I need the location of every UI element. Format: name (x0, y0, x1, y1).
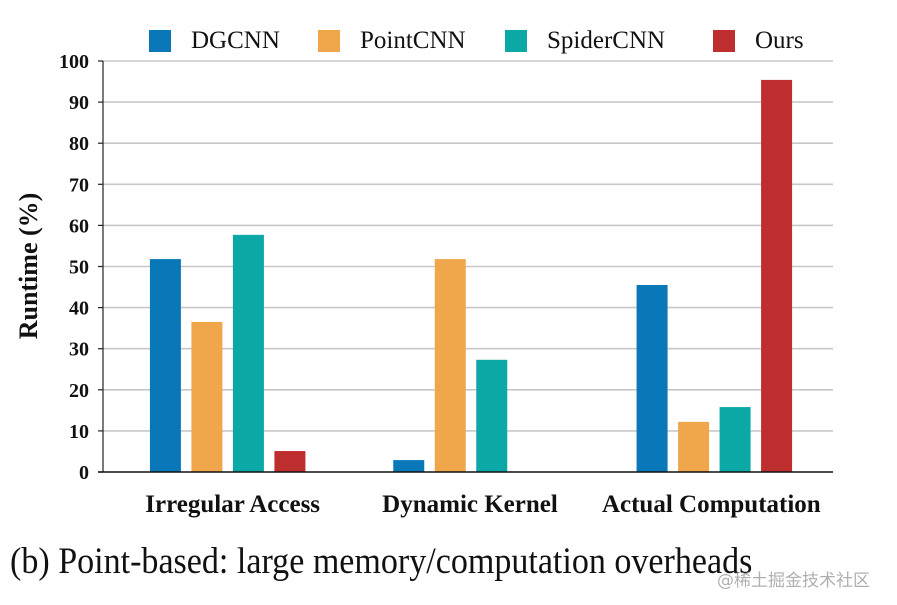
legend-item-dgcnn: DGCNN (149, 24, 280, 58)
x-tick-labels: Irregular Access Dynamic Kernel Actual Com… (145, 491, 821, 518)
legend-swatch-spidercnn (505, 30, 527, 52)
gridlines (103, 60, 833, 432)
bar-spidercnn-actual-computation (719, 407, 751, 472)
y-tick-label: 60 (69, 215, 89, 237)
legend-label-pointcnn: PointCNN (360, 27, 466, 54)
legend-label-dgcnn: DGCNN (191, 27, 280, 54)
x-tick-label: Actual Computation (602, 491, 821, 518)
y-tick-label: 20 (69, 380, 89, 402)
y-tick-label: 0 (79, 462, 89, 484)
bars (149, 79, 793, 472)
y-tick-label: 80 (69, 133, 89, 155)
legend-swatch-pointcnn (318, 30, 340, 52)
y-tick-label: 40 (69, 298, 89, 320)
legend-swatch-dgcnn (149, 30, 171, 52)
legend-label-ours: Ours (755, 27, 804, 54)
bar-pointcnn-irregular-access (191, 321, 223, 472)
x-tick-label: Dynamic Kernel (382, 491, 558, 518)
figure-caption: (b) Point-based: large memory/computatio… (10, 541, 753, 582)
legend-label-spidercnn: SpiderCNN (547, 27, 666, 54)
bar-ours-irregular-access (274, 451, 306, 472)
legend-item-ours: Ours (713, 24, 804, 58)
legend-swatch-ours (713, 30, 735, 52)
y-tick-label: 70 (69, 174, 89, 196)
y-tick-label: 90 (69, 92, 89, 114)
bar-ours-actual-computation (761, 79, 793, 472)
bar-pointcnn-actual-computation (678, 421, 710, 472)
x-tick-label: Irregular Access (145, 491, 320, 518)
bar-pointcnn-dynamic-kernel (434, 259, 466, 472)
axes (98, 60, 833, 473)
y-tick-label: 100 (59, 51, 89, 73)
watermark: @稀土掘金技术社区 (717, 571, 870, 591)
y-axis-label: Runtime (%) (14, 193, 43, 340)
legend-item-pointcnn: PointCNN (318, 24, 466, 58)
bar-spidercnn-irregular-access (232, 234, 264, 472)
legend-item-spidercnn: SpiderCNN (505, 24, 665, 58)
bar-chart: 0 10 20 30 40 50 60 70 80 90 100 Irregular Access D… (14, 51, 833, 518)
y-tick-labels: 0 10 20 30 40 50 60 70 80 90 100 (59, 51, 89, 484)
bar-dgcnn-actual-computation (636, 284, 668, 472)
y-tick-label: 30 (69, 339, 89, 361)
y-tick-label: 50 (69, 257, 89, 279)
bar-spidercnn-dynamic-kernel (476, 359, 508, 472)
bar-dgcnn-irregular-access (149, 259, 181, 472)
bar-dgcnn-dynamic-kernel (393, 460, 425, 472)
y-tick-label: 10 (69, 421, 89, 443)
chart-legend: DGCNN PointCNN SpiderCNN Ours (0, 24, 897, 58)
